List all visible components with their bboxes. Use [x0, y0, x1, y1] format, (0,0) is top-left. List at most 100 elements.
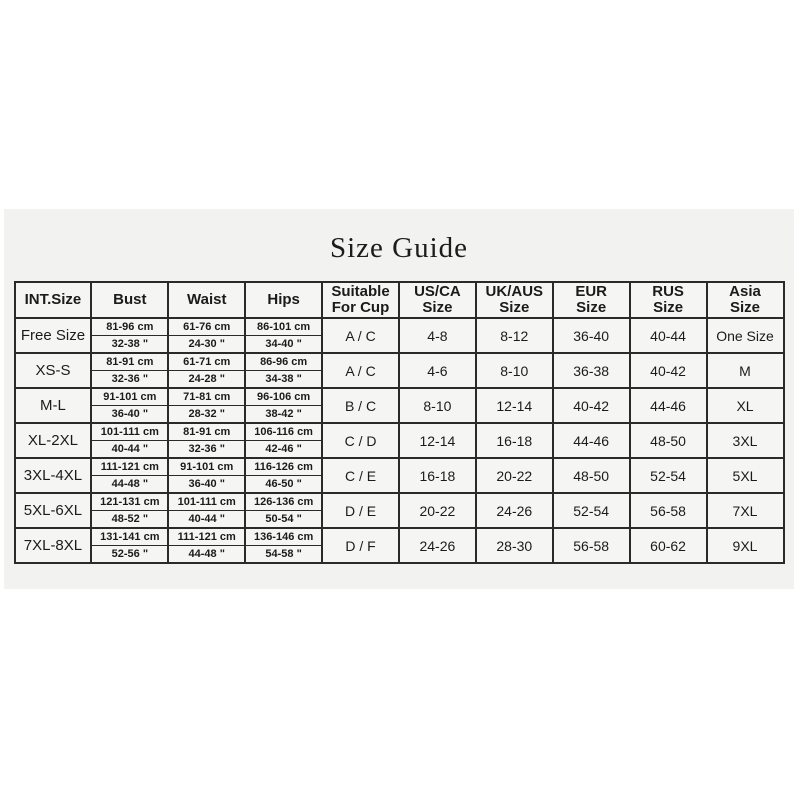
cell-waist-cm: 111-121 cm [167, 527, 247, 546]
cell-asia: 9XL [705, 527, 785, 564]
cell-bust-in: 48-52 " [90, 510, 170, 529]
cell-asia: 7XL [705, 492, 785, 529]
cell-waist-cm: 71-81 cm [167, 387, 247, 406]
cell-bust-in: 32-38 " [90, 335, 170, 354]
cell-hips-cm: 106-116 cm [244, 422, 324, 441]
table-row: 5XL-6XL 121-131 cm 101-111 cm 126-136 cm D /… [13, 492, 785, 529]
cell-us-ca: 24-26 [397, 527, 477, 564]
cell-hips-cm: 116-126 cm [244, 457, 324, 476]
cell-bust-cm: 91-101 cm [90, 387, 170, 406]
cell-waist-in: 32-36 " [167, 440, 247, 459]
table-row: XS-S 81-91 cm 61-71 cm 86-96 cm A / C 4-6 8-10… [13, 352, 785, 389]
cell-eur: 36-40 [551, 317, 631, 354]
cell-uk-aus: 20-22 [474, 457, 554, 494]
cell-waist-in: 44-48 " [167, 545, 247, 564]
cell-us-ca: 8-10 [397, 387, 477, 424]
cell-us-ca: 4-6 [397, 352, 477, 389]
cell-waist-in: 36-40 " [167, 475, 247, 494]
cell-rus: 56-58 [628, 492, 708, 529]
cell-waist-cm: 101-111 cm [167, 492, 247, 511]
cell-bust-cm: 131-141 cm [90, 527, 170, 546]
cell-waist-in: 40-44 " [167, 510, 247, 529]
cell-hips-in: 38-42 " [244, 405, 324, 424]
cell-hips-cm: 86-101 cm [244, 317, 324, 336]
cell-bust-in: 52-56 " [90, 545, 170, 564]
column-header-int_size: INT.Size [13, 281, 93, 319]
table-row: M-L 91-101 cm 71-81 cm 96-106 cm B / C 8-10 12… [13, 387, 785, 424]
cell-cup: A / C [321, 352, 400, 389]
cell-bust-cm: 81-91 cm [90, 352, 170, 371]
column-header-us_ca: US/CA Size [397, 281, 477, 319]
cell-rus: 44-46 [628, 387, 708, 424]
cell-int-size: 5XL-6XL [13, 492, 93, 529]
cell-uk-aus: 28-30 [474, 527, 554, 564]
cell-int-size: 3XL-4XL [13, 457, 93, 494]
table-row-inches: 48-52 " 40-44 " 50-54 " [15, 510, 784, 529]
cell-uk-aus: 16-18 [474, 422, 554, 459]
table-row: 3XL-4XL 111-121 cm 91-101 cm 116-126 cm C / … [13, 457, 785, 494]
cell-bust-in: 36-40 " [90, 405, 170, 424]
cell-uk-aus: 8-10 [474, 352, 554, 389]
cell-eur: 44-46 [551, 422, 631, 459]
cell-us-ca: 20-22 [397, 492, 477, 529]
cell-hips-in: 42-46 " [244, 440, 324, 459]
size-table: INT.Size Bust Waist Hips Suitable For Cup US/… [13, 281, 785, 564]
cell-hips-in: 46-50 " [244, 475, 324, 494]
cell-us-ca: 4-8 [397, 317, 477, 354]
column-header-hips: Hips [244, 281, 324, 319]
cell-bust-cm: 121-131 cm [90, 492, 170, 511]
page-title: Size Guide [329, 232, 469, 264]
cell-us-ca: 12-14 [397, 422, 477, 459]
cell-int-size: M-L [13, 387, 93, 424]
cell-bust-cm: 81-96 cm [90, 317, 170, 336]
cell-cup: C / D [321, 422, 400, 459]
cell-cup: D / F [321, 527, 400, 564]
header-row: INT.Size Bust Waist Hips Suitable For Cup US/… [13, 281, 785, 319]
cell-asia: 5XL [705, 457, 785, 494]
cell-hips-in: 34-40 " [244, 335, 324, 354]
table-row-inches: 44-48 " 36-40 " 46-50 " [15, 475, 784, 494]
cell-int-size: 7XL-8XL [13, 527, 93, 564]
table-row-inches: 52-56 " 44-48 " 54-58 " [15, 545, 784, 564]
column-header-waist: Waist [167, 281, 247, 319]
cell-uk-aus: 24-26 [474, 492, 554, 529]
cell-cup: D / E [321, 492, 400, 529]
cell-int-size: XS-S [13, 352, 93, 389]
column-header-cup: Suitable For Cup [321, 281, 400, 319]
cell-eur: 56-58 [551, 527, 631, 564]
cell-waist-in: 24-28 " [167, 370, 247, 389]
cell-int-size: XL-2XL [13, 422, 93, 459]
column-header-eur: EUR Size [551, 281, 631, 319]
column-header-asia: Asia Size [705, 281, 785, 319]
size-guide-panel: Size Guide INT.Size Bust Waist Hips Suitable… [4, 209, 794, 589]
cell-hips-cm: 126-136 cm [244, 492, 324, 511]
cell-eur: 48-50 [551, 457, 631, 494]
table-row: 7XL-8XL 131-141 cm 111-121 cm 136-146 cm D /… [13, 527, 785, 564]
cell-bust-cm: 111-121 cm [90, 457, 170, 476]
cell-bust-in: 44-48 " [90, 475, 170, 494]
cell-waist-cm: 81-91 cm [167, 422, 247, 441]
cell-eur: 52-54 [551, 492, 631, 529]
cell-asia: XL [705, 387, 785, 424]
cell-asia: 3XL [705, 422, 785, 459]
cell-asia: One Size [705, 317, 785, 354]
column-header-bust: Bust [90, 281, 170, 319]
cell-rus: 52-54 [628, 457, 708, 494]
cell-hips-in: 50-54 " [244, 510, 324, 529]
cell-bust-cm: 101-111 cm [90, 422, 170, 441]
cell-rus: 40-44 [628, 317, 708, 354]
cell-hips-cm: 96-106 cm [244, 387, 324, 406]
cell-cup: A / C [321, 317, 400, 354]
cell-waist-cm: 61-76 cm [167, 317, 247, 336]
cell-cup: B / C [321, 387, 400, 424]
cell-uk-aus: 8-12 [474, 317, 554, 354]
cell-us-ca: 16-18 [397, 457, 477, 494]
cell-eur: 40-42 [551, 387, 631, 424]
cell-hips-in: 34-38 " [244, 370, 324, 389]
cell-rus: 48-50 [628, 422, 708, 459]
cell-waist-cm: 61-71 cm [167, 352, 247, 371]
cell-bust-in: 32-36 " [90, 370, 170, 389]
cell-hips-cm: 86-96 cm [244, 352, 324, 371]
